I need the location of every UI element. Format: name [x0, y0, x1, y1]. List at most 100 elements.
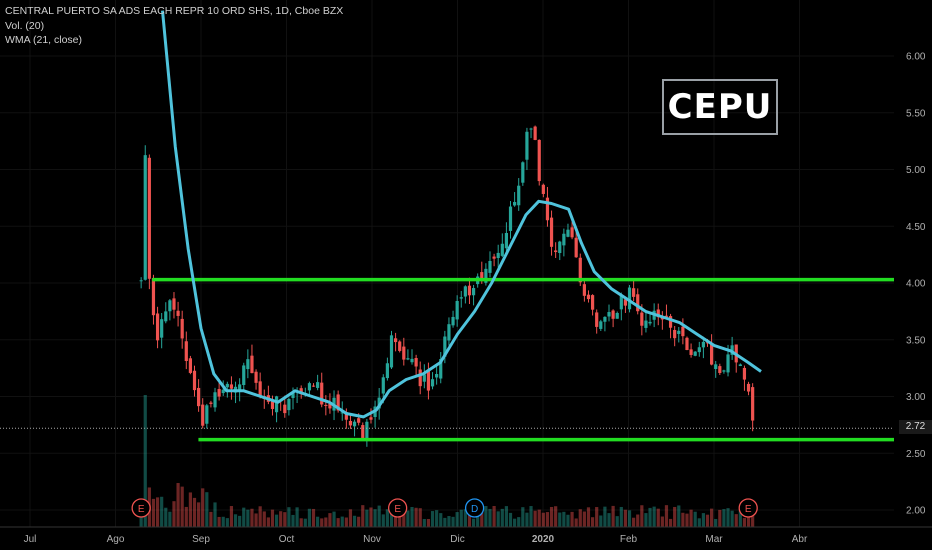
- candle-body: [246, 359, 250, 370]
- volume-bar: [668, 518, 673, 527]
- candle-body: [192, 370, 197, 391]
- legend-wma[interactable]: WMA (21, close): [5, 34, 83, 46]
- candle-body: [545, 197, 550, 221]
- volume-bar: [746, 508, 751, 527]
- volume-bar: [283, 512, 287, 527]
- candle-body: [710, 344, 714, 365]
- candle-body: [348, 420, 353, 426]
- volume-bar: [201, 488, 205, 527]
- y-tick-label: 5.50: [906, 108, 926, 119]
- volume-bar: [590, 517, 595, 527]
- candle-body: [352, 421, 357, 427]
- volume-bar: [192, 497, 197, 527]
- volume-bar: [632, 517, 636, 527]
- volume-bar: [143, 395, 147, 527]
- volume-bar: [693, 511, 697, 527]
- volume-bar: [336, 518, 340, 527]
- volume-bar: [595, 507, 599, 527]
- volume-bar: [197, 502, 201, 527]
- candle-body: [439, 359, 443, 379]
- candle-body: [201, 404, 205, 426]
- volume-bar: [492, 505, 496, 527]
- event-marker: E: [131, 498, 151, 518]
- candle-body: [623, 299, 628, 306]
- volume-bar: [697, 518, 701, 527]
- volume-bar: [513, 518, 517, 527]
- candle-body: [751, 387, 755, 421]
- volume-bar: [718, 509, 722, 527]
- volume-bar: [242, 507, 246, 527]
- volume-bar: [238, 515, 242, 527]
- y-tick-label: 3.00: [906, 392, 926, 403]
- candle-body: [274, 396, 279, 413]
- volume-bar: [681, 512, 685, 527]
- volume-bar: [164, 507, 168, 527]
- volume-bar: [525, 512, 529, 527]
- volume-bar: [603, 506, 607, 527]
- volume-bar: [357, 516, 361, 527]
- y-tick-label: 4.50: [906, 222, 926, 233]
- volume-bar: [430, 511, 435, 527]
- candle-body: [451, 316, 455, 326]
- x-tick-label: Abr: [792, 534, 808, 545]
- volume-bar: [623, 509, 628, 527]
- volume-bar: [607, 513, 611, 527]
- ticker-box: CEPU: [662, 79, 778, 135]
- candle-body: [435, 374, 439, 378]
- candle-body: [590, 295, 595, 310]
- volume-bar: [619, 506, 623, 527]
- volume-bar: [714, 518, 718, 527]
- candle-body: [406, 358, 410, 360]
- candle-body: [139, 280, 143, 282]
- volume-bar: [521, 507, 525, 527]
- candle-body: [541, 184, 545, 194]
- volume-bar: [295, 507, 299, 527]
- candle-body: [324, 404, 328, 406]
- candle-body: [398, 341, 402, 351]
- x-tick-label: Sep: [192, 534, 210, 545]
- volume-bar: [648, 507, 652, 527]
- candle-body: [258, 381, 262, 396]
- legend-symbol[interactable]: CENTRAL PUERTO SA ADS EACH REPR 10 ORD S…: [5, 5, 344, 17]
- chart-legend: CENTRAL PUERTO SA ADS EACH REPR 10 ORD S…: [5, 4, 343, 48]
- candle-body: [164, 311, 168, 322]
- candle-body: [225, 383, 229, 388]
- volume-bar: [377, 505, 381, 527]
- volume-bar: [517, 517, 521, 527]
- volume-bar: [480, 506, 484, 527]
- candle-body: [155, 313, 160, 341]
- volume-bar: [455, 512, 459, 527]
- wma-series-line: [161, 10, 762, 419]
- volume-bar: [738, 510, 742, 527]
- candle-body: [517, 185, 521, 206]
- candle-body: [570, 227, 574, 238]
- candle-body: [172, 298, 176, 310]
- candle-body: [389, 335, 394, 368]
- volume-bar: [488, 508, 492, 527]
- candle-body: [615, 312, 619, 319]
- candle-body: [369, 417, 373, 420]
- volume-bar: [574, 518, 578, 527]
- event-marker: E: [387, 498, 408, 518]
- volume-bar: [233, 514, 238, 527]
- candle-body: [328, 403, 332, 409]
- volume-bar: [529, 506, 533, 527]
- candle-body: [242, 365, 246, 386]
- volume-bar: [582, 511, 586, 527]
- volume-bar: [570, 511, 574, 527]
- event-circle: [464, 498, 485, 518]
- volume-bar: [328, 513, 332, 527]
- legend-volume[interactable]: Vol. (20): [5, 19, 45, 32]
- candle-body: [455, 300, 459, 320]
- volume-bar: [361, 505, 365, 527]
- volume-bar: [299, 518, 303, 527]
- candle-body: [718, 366, 722, 373]
- volume-bar: [722, 509, 726, 527]
- candle-body: [664, 315, 669, 317]
- candle-body: [693, 351, 697, 356]
- volume-bar: [418, 508, 422, 527]
- volume-bar: [406, 510, 410, 527]
- volume-bar: [258, 506, 262, 527]
- volume-bar: [435, 510, 439, 527]
